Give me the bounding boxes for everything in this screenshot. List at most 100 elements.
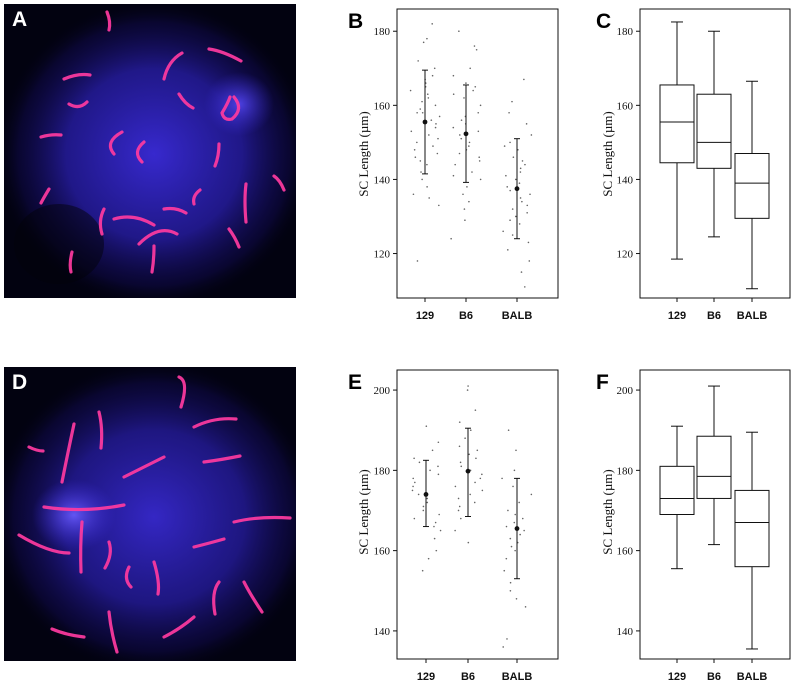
data-point xyxy=(474,86,477,88)
category-label-129: 129 xyxy=(417,671,435,683)
data-point xyxy=(512,156,515,159)
data-point xyxy=(509,537,512,540)
panel-letter-e: E xyxy=(348,371,363,394)
data-point xyxy=(414,156,417,159)
data-point xyxy=(419,108,422,110)
data-point xyxy=(506,638,508,640)
data-point xyxy=(507,429,510,432)
data-point xyxy=(475,48,478,51)
box-iqr xyxy=(734,153,770,219)
data-point xyxy=(514,178,517,181)
data-point xyxy=(410,130,413,133)
data-point xyxy=(437,465,439,468)
data-point xyxy=(527,241,530,244)
data-point xyxy=(521,160,524,162)
data-point xyxy=(468,141,471,144)
data-point xyxy=(420,171,422,173)
data-point xyxy=(505,174,507,177)
data-point xyxy=(515,597,518,600)
category-labels: 129 B6 BALB xyxy=(668,671,768,683)
data-point xyxy=(468,453,470,456)
plot-frame xyxy=(639,369,791,660)
data-point xyxy=(509,581,512,584)
data-point xyxy=(469,493,471,496)
data-point xyxy=(479,477,482,480)
data-point xyxy=(479,178,482,181)
data-point xyxy=(433,525,435,528)
data-point xyxy=(510,545,513,548)
data-point xyxy=(511,208,514,210)
data-point xyxy=(524,606,527,608)
data-point xyxy=(427,97,430,99)
data-point xyxy=(526,204,529,207)
data-point xyxy=(454,163,456,166)
data-point xyxy=(520,271,523,273)
panel-letter-c: C xyxy=(596,10,612,33)
category-label-B6: B6 xyxy=(707,671,721,683)
data-point xyxy=(472,89,474,92)
data-point xyxy=(466,389,469,391)
data-point xyxy=(422,41,425,44)
y-tick-label: 180 xyxy=(374,465,391,477)
micrograph-a-image xyxy=(4,4,296,298)
y-tick-label: 180 xyxy=(374,26,391,38)
data-points xyxy=(411,385,533,648)
data-point xyxy=(502,646,505,648)
data-point xyxy=(413,517,416,520)
plot-frame xyxy=(639,8,791,299)
data-point xyxy=(530,134,533,136)
box-iqr xyxy=(734,489,770,568)
data-point xyxy=(414,481,416,484)
data-point xyxy=(530,493,533,496)
summary-marks xyxy=(422,69,520,240)
data-point xyxy=(477,130,480,133)
data-point xyxy=(479,104,482,107)
data-point xyxy=(481,489,484,492)
data-point xyxy=(463,208,466,210)
data-point xyxy=(450,237,452,240)
plot-e: SC Length (µm) 140 160 180 200 129 B6 BALB E xyxy=(340,367,562,683)
data-point xyxy=(426,93,429,96)
data-point xyxy=(412,193,415,196)
data-point xyxy=(422,505,425,508)
data-point xyxy=(468,200,470,203)
box-iqr xyxy=(696,93,732,169)
y-tick-label: 160 xyxy=(374,100,391,112)
data-point xyxy=(421,111,424,114)
data-point xyxy=(524,163,526,166)
category-labels: 129 B6 BALB xyxy=(417,671,533,683)
plot-f: SC Length (µm) 140 160 180 200 129 B6 BALB F xyxy=(582,367,792,683)
micrograph-d-image xyxy=(4,367,296,661)
data-point xyxy=(433,537,436,540)
mean-point xyxy=(422,119,428,125)
data-point xyxy=(438,204,440,207)
data-point xyxy=(468,145,470,147)
y-ticks: 120 140 160 180 xyxy=(617,26,753,302)
data-point xyxy=(508,111,510,114)
y-tick-label: 140 xyxy=(374,174,391,186)
category-label-B6: B6 xyxy=(459,310,473,322)
y-ticks: 140 160 180 200 xyxy=(374,385,518,663)
data-point xyxy=(506,249,509,251)
y-tick-label: 140 xyxy=(374,626,391,638)
data-point xyxy=(416,260,419,262)
y-tick-label: 140 xyxy=(617,626,634,638)
y-tick-label: 120 xyxy=(617,249,634,261)
data-point xyxy=(437,473,440,476)
data-point xyxy=(437,137,439,140)
data-point xyxy=(478,156,481,159)
data-point xyxy=(474,409,477,411)
data-point xyxy=(439,529,442,532)
data-point xyxy=(514,215,517,218)
data-point xyxy=(411,489,414,492)
data-point xyxy=(452,93,455,96)
data-point xyxy=(517,148,519,151)
plot-e-svg: SC Length (µm) 140 160 180 200 129 B6 BALB xyxy=(356,369,559,683)
data-point xyxy=(519,197,522,199)
data-point xyxy=(511,234,514,236)
data-point xyxy=(421,569,424,572)
data-point xyxy=(519,533,521,536)
data-point xyxy=(509,189,511,192)
y-axis-label: SC Length (µm) xyxy=(356,111,371,196)
category-label-B6: B6 xyxy=(707,310,721,322)
